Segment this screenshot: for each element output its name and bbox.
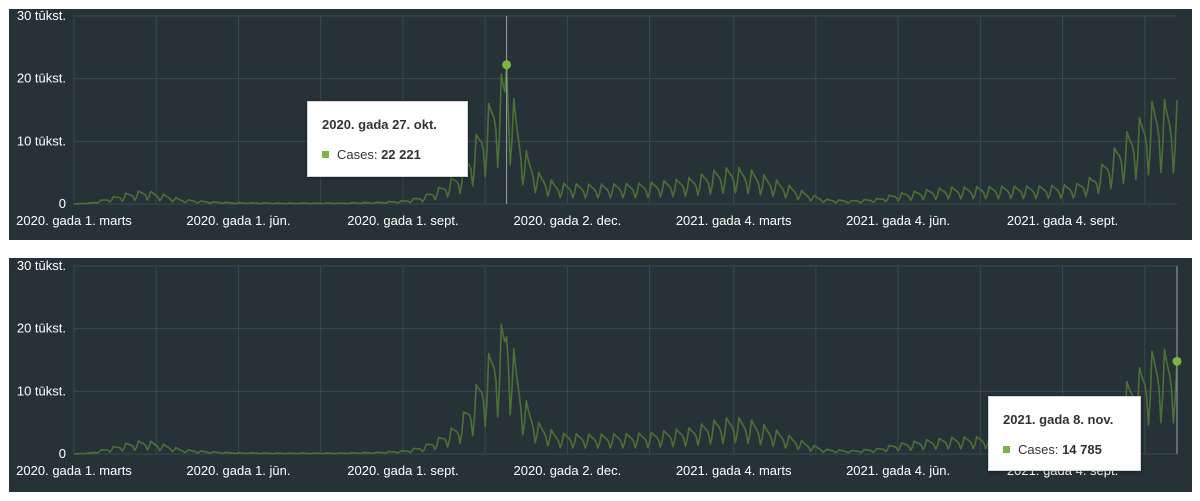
x-tick-label: 2020. gada 1. sept. [347, 213, 458, 228]
y-tick-label: 20 tūkst. [17, 71, 66, 86]
series-swatch-icon [1003, 446, 1010, 453]
highlight-point[interactable] [502, 60, 512, 70]
x-tick-label: 2020. gada 1. marts [16, 463, 132, 478]
chart-tooltip: 2021. gada 8. nov. Cases: 14 785 [988, 396, 1141, 471]
x-tick-label: 2020. gada 2. dec. [514, 463, 622, 478]
tooltip-date: 2020. gada 27. okt. [322, 117, 437, 132]
y-tick-label: 20 tūkst. [17, 321, 66, 336]
chart-panel-bottom: 0 10 tūkst. 20 tūkst. 30 tūkst. 2020. gada 1… [9, 258, 1192, 492]
series-swatch-icon [322, 151, 329, 158]
x-tick-label: 2020. gada 1. jūn. [186, 213, 290, 228]
x-tick-label: 2020. gada 1. jūn. [186, 463, 290, 478]
x-tick-label: 2020. gada 2. dec. [514, 213, 622, 228]
tooltip-series-label: Cases: [337, 147, 382, 162]
x-tick-label: 2021. gada 4. marts [676, 213, 792, 228]
cases-chart-bottom: 0 10 tūkst. 20 tūkst. 30 tūkst. 2020. gada 1… [16, 258, 1182, 478]
chart-panel-top: 0 10 tūkst. 20 tūkst. 30 tūkst. 2020. gada 1… [9, 9, 1192, 240]
y-tick-label: 0 [59, 196, 66, 211]
tooltip-series-row: Cases: 22 221 [322, 147, 421, 162]
chart-tooltip: 2020. gada 27. okt. Cases: 22 221 [307, 101, 468, 177]
tooltip-value: 14 785 [1062, 442, 1102, 457]
cases-chart-top: 0 10 tūkst. 20 tūkst. 30 tūkst. 2020. gada 1… [16, 9, 1178, 228]
x-tick-label: 2021. gada 4. marts [676, 463, 792, 478]
y-tick-label: 30 tūkst. [17, 9, 66, 23]
tooltip-date: 2021. gada 8. nov. [1003, 412, 1114, 427]
tooltip-value: 22 221 [381, 147, 421, 162]
tooltip-series-row: Cases: 14 785 [1003, 442, 1102, 457]
tooltip-series-label: Cases: [1018, 442, 1063, 457]
x-tick-label: 2020. gada 1. marts [16, 213, 132, 228]
y-tick-label: 0 [59, 446, 66, 461]
x-tick-label: 2021. gada 4. jūn. [846, 463, 950, 478]
y-tick-label: 10 tūkst. [17, 383, 66, 398]
cases-series-line [73, 63, 1178, 205]
x-tick-label: 2020. gada 1. sept. [347, 463, 458, 478]
x-tick-label: 2021. gada 4. jūn. [846, 213, 950, 228]
highlight-point[interactable] [1172, 356, 1182, 366]
y-tick-label: 10 tūkst. [17, 133, 66, 148]
y-tick-label: 30 tūkst. [17, 258, 66, 273]
x-tick-label: 2021. gada 4. sept. [1007, 213, 1118, 228]
